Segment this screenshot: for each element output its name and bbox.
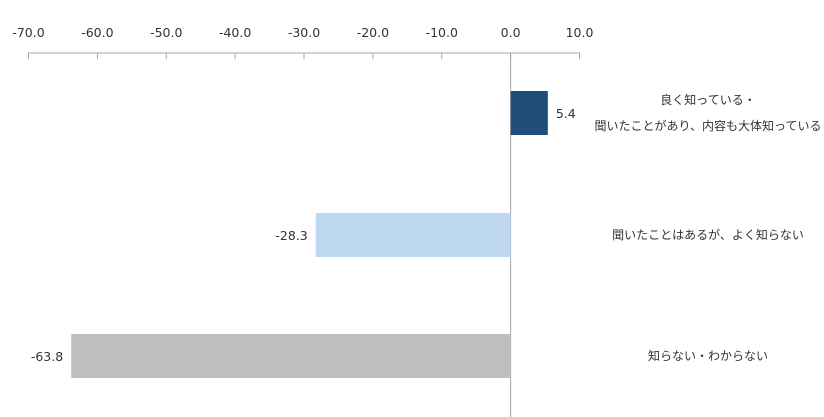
data-label: 5.4 [556, 106, 576, 121]
data-label: -28.3 [275, 228, 307, 243]
x-tick-label: 10.0 [566, 25, 594, 40]
category-label: 知らない・わからない [648, 349, 768, 363]
data-label: -63.8 [31, 349, 63, 364]
data-labels: 5.4 -28.3 -63.8 [31, 106, 576, 364]
category-label: 聞いたことがあり、内容も大体知っている [595, 118, 822, 133]
x-tick-label: 0.0 [501, 25, 521, 40]
x-tick-label: -20.0 [357, 25, 389, 40]
category-label: 聞いたことはあるが、よく知らない [612, 227, 804, 242]
x-tick-label: -30.0 [288, 25, 320, 40]
category-labels: 良く知っている・聞いたことがあり、内容も大体知っている聞いたことはあるが、よく知… [595, 92, 822, 363]
bar [510, 91, 548, 135]
x-tick-label: -50.0 [150, 25, 182, 40]
bar [315, 213, 511, 257]
bar [71, 334, 511, 378]
bars [71, 91, 548, 378]
x-tick-label: -10.0 [426, 25, 458, 40]
category-label: 良く知っている・ [660, 92, 755, 107]
x-tick-label: -40.0 [219, 25, 251, 40]
x-axis-ticks: -70.0 -60.0 -50.0 -40.0 -30.0 -20.0 -10.0 0.0 10… [12, 25, 593, 59]
x-tick-label: -70.0 [12, 25, 44, 40]
x-tick-label: -60.0 [81, 25, 113, 40]
